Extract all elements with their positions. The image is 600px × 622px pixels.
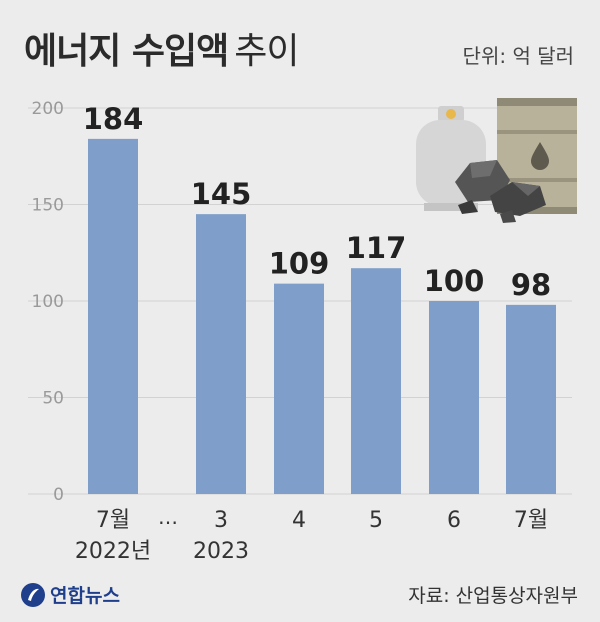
bar bbox=[274, 283, 324, 494]
bar bbox=[429, 301, 479, 494]
x-tick-label: 6 bbox=[447, 508, 461, 533]
bar bbox=[351, 268, 401, 494]
x-tick-label: 5 bbox=[369, 508, 383, 533]
x-tick-label: 2023 bbox=[193, 539, 249, 564]
y-tick-label: 0 bbox=[53, 485, 64, 505]
y-tick-label: 50 bbox=[42, 389, 64, 409]
value-label: 145 bbox=[191, 177, 252, 211]
value-label: 100 bbox=[424, 264, 485, 298]
logo-text: 연합뉴스 bbox=[50, 585, 120, 607]
value-label: 117 bbox=[346, 231, 407, 265]
source-label: 자료: 산업통상자원부 bbox=[408, 585, 578, 607]
x-tick-label: 3 bbox=[214, 508, 228, 533]
x-tick-label: 2022년 bbox=[75, 539, 151, 564]
yonhap-logo: 연합뉴스 bbox=[20, 581, 120, 608]
axis-break-label: … bbox=[158, 505, 178, 529]
coal-icon bbox=[455, 160, 546, 223]
y-tick-label: 150 bbox=[32, 196, 64, 216]
energy-illustration bbox=[416, 98, 577, 223]
x-tick-label: 7월 bbox=[96, 508, 130, 533]
chart-title: 에너지 수입액 추이 bbox=[24, 22, 300, 74]
x-tick-label: 7월 bbox=[514, 508, 548, 533]
y-tick-label: 100 bbox=[32, 292, 64, 312]
value-label: 109 bbox=[269, 247, 330, 281]
title-sub: 추이 bbox=[234, 31, 299, 72]
value-label: 98 bbox=[511, 268, 551, 302]
bar bbox=[506, 304, 556, 494]
y-tick-label: 200 bbox=[32, 99, 64, 119]
yonhap-logo-icon bbox=[21, 582, 45, 607]
value-label: 184 bbox=[83, 102, 144, 136]
bar bbox=[196, 214, 246, 494]
unit-label: 단위: 억 달러 bbox=[462, 44, 574, 68]
x-tick-label: 4 bbox=[292, 508, 306, 533]
bar bbox=[88, 138, 138, 494]
title-main: 에너지 수입액 bbox=[24, 31, 229, 72]
